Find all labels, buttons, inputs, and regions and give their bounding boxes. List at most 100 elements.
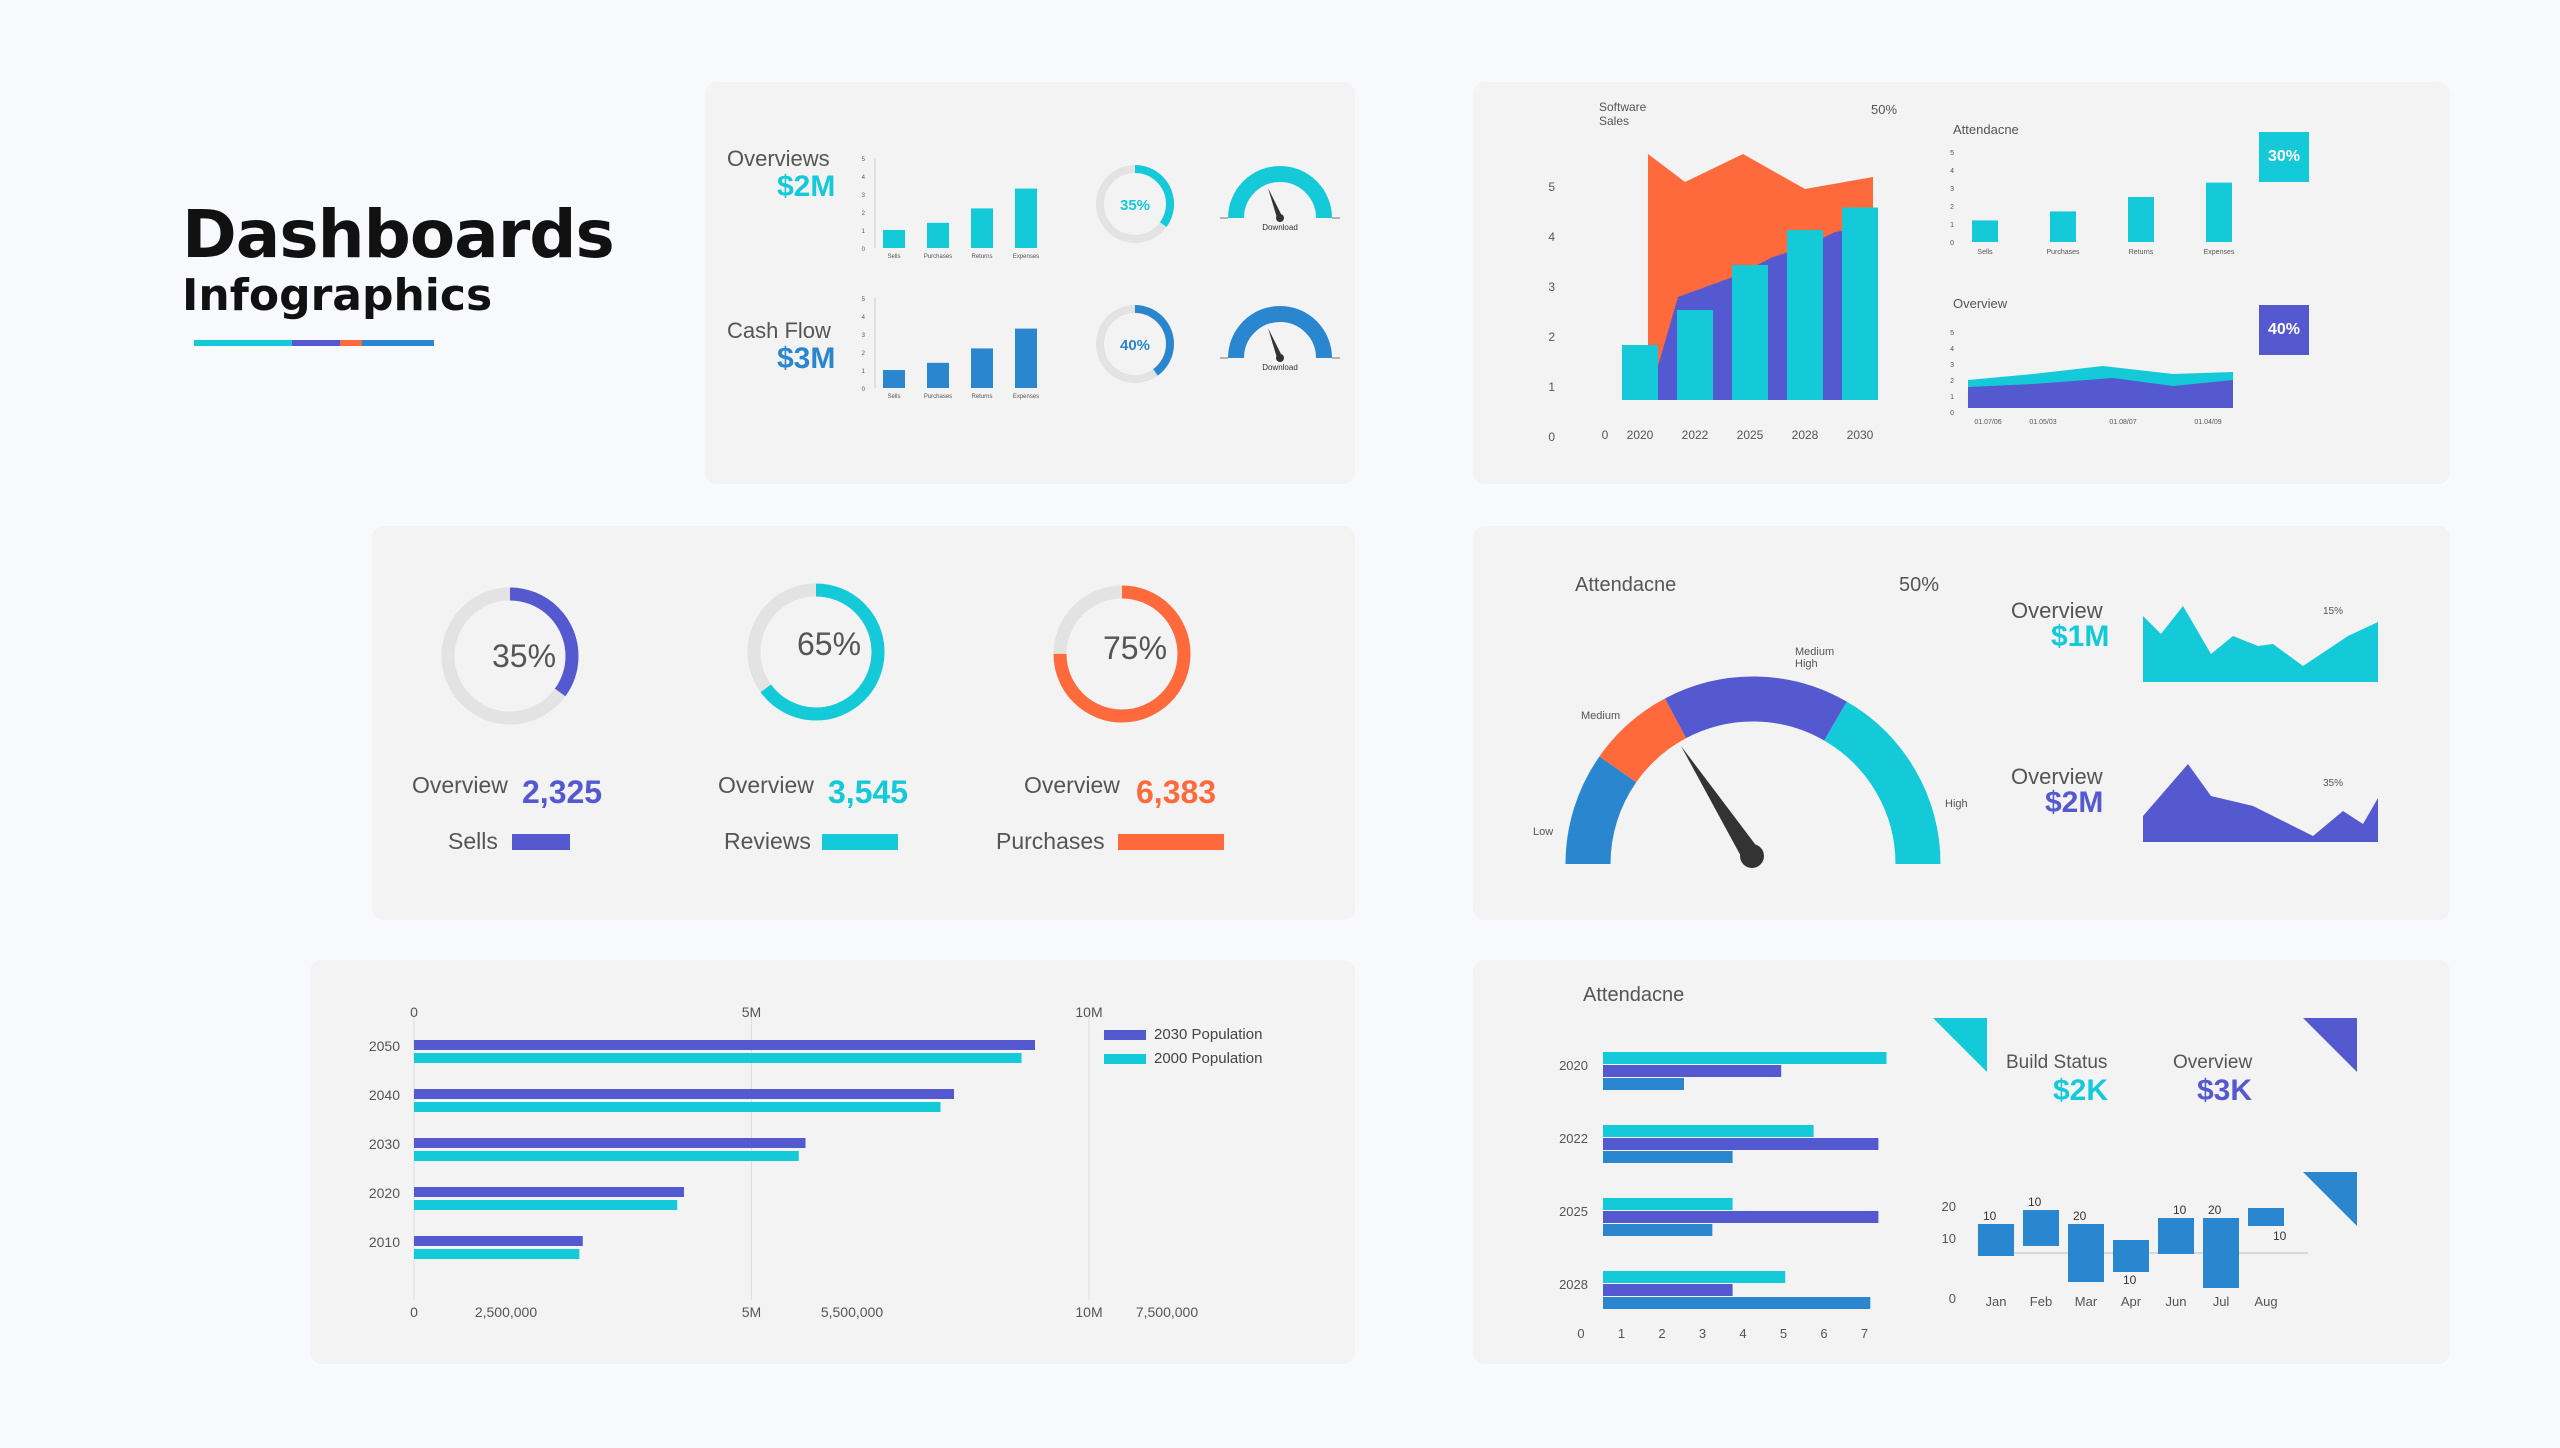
sales-ytick: 1 <box>1548 380 1555 394</box>
kpi-1-value: 2,325 <box>522 774 603 810</box>
pop-ytick: 2010 <box>369 1234 400 1250</box>
pop-bar-2030 <box>414 1089 954 1099</box>
cashflow-ytick: 1 <box>862 369 866 375</box>
overview-xtick: 01.08/07 <box>2109 419 2136 426</box>
attendance-ytick: 5 <box>1950 150 1954 157</box>
overviews-ytick: 4 <box>862 175 866 181</box>
pop-top-tick: 10M <box>1075 1004 1102 1020</box>
gauge-needle <box>1681 746 1761 860</box>
overview-value: $3K <box>2197 1074 2253 1107</box>
pop-bar-2000 <box>414 1053 1022 1063</box>
pop-ytick: 2030 <box>369 1136 400 1152</box>
gauge-seg-high <box>1823 701 1941 865</box>
kpi-1-label: Overview <box>412 772 508 798</box>
build-status-value: $2K <box>2053 1074 2109 1107</box>
wf-bar <box>2248 1208 2284 1226</box>
cashflow-bar <box>971 348 993 388</box>
gauge-seg-medium <box>1599 698 1687 783</box>
attendance-xtick: Purchases <box>2046 249 2080 256</box>
att-ytick: 2028 <box>1559 1277 1588 1292</box>
att-bar <box>1603 1151 1733 1163</box>
pop-bar-2030 <box>414 1040 1035 1050</box>
overviews-xtick: Returns <box>971 254 992 260</box>
legend-2030-label: 2030 Population <box>1154 1026 1263 1043</box>
overviews-bar <box>883 230 905 248</box>
overview-ytick: 4 <box>1950 346 1954 353</box>
overview1-label: Overview <box>2011 598 2103 623</box>
page-title: Dashboards <box>182 196 615 273</box>
wf-ytick: 20 <box>1942 1199 1956 1214</box>
att-xtick: 6 <box>1820 1326 1827 1341</box>
overviews-ytick: 0 <box>862 247 866 253</box>
cashflow-gauge-arc <box>1228 306 1332 359</box>
wf-xtick: Feb <box>2030 1294 2052 1309</box>
sales-bar <box>1732 265 1768 400</box>
overviews-label: Overviews <box>727 146 830 171</box>
att-bar <box>1603 1211 1879 1223</box>
overviews-ytick: 2 <box>862 211 866 217</box>
gauge-seg-low <box>1565 756 1637 865</box>
attendance-bar <box>2206 182 2232 242</box>
kpi-1-name: Sells <box>448 828 498 854</box>
pop-bottom-tick: 0 <box>410 1304 418 1320</box>
cashflow-bar <box>927 362 949 388</box>
attendance-ytick: 1 <box>1950 222 1954 229</box>
wf-xtick: Jan <box>1986 1294 2007 1309</box>
overview-xtick: 01.04/09 <box>2194 419 2221 426</box>
overview2-area <box>2143 764 2378 842</box>
overview1-value: $1M <box>2051 620 2110 653</box>
attendance-bar <box>2128 197 2154 242</box>
att-bar <box>1603 1198 1733 1210</box>
att-bar <box>1603 1078 1684 1090</box>
sales-xtick: 2028 <box>1792 428 1819 442</box>
pop-bar-2030 <box>414 1236 583 1246</box>
software-sales-label: Software Sales <box>1599 100 1647 128</box>
gauge-medium-high-label-2: High <box>1795 658 1818 670</box>
sales-ytick: 3 <box>1548 280 1555 294</box>
overviews-bar <box>1015 188 1037 248</box>
kpi-2-pct: 65% <box>796 626 862 662</box>
sales-bar <box>1677 310 1713 400</box>
attendance-bar <box>1972 220 1998 242</box>
overview2-pct: 35% <box>2323 778 2344 789</box>
att-xtick: 1 <box>1618 1326 1625 1341</box>
overview-label: Overview <box>1953 296 2008 311</box>
wf-bar <box>2068 1224 2104 1282</box>
pop-bottom-tick: 5M <box>742 1304 761 1320</box>
cashflow-ring-arc <box>1096 305 1174 383</box>
attendance-label: Attendacne <box>1583 984 1685 1006</box>
att-xtick: 5 <box>1780 1326 1787 1341</box>
sales-bar <box>1622 345 1658 400</box>
overview-ytick: 1 <box>1950 394 1954 401</box>
pop-ytick: 2050 <box>369 1038 400 1054</box>
att-xtick: 2 <box>1658 1326 1665 1341</box>
overviews-ring-arc <box>1096 165 1174 243</box>
overviews-xtick: Sells <box>887 254 900 260</box>
pop-bar-2000 <box>414 1200 678 1210</box>
sales-ytick: 0 <box>1548 430 1555 444</box>
wf-bar <box>1978 1224 2014 1256</box>
overviews-card: Overviews $2M Cash Flow $3M 0 1 2 3 4 5 Sells P… <box>705 82 1355 484</box>
pop-bar-2030 <box>414 1138 806 1148</box>
cashflow-ytick: 4 <box>862 315 866 321</box>
sales-bar <box>1787 230 1823 400</box>
build-status-triangle <box>1933 1018 1987 1072</box>
kpi-1-ring-arc <box>441 587 579 725</box>
gauge-seg-medium-high <box>1664 676 1847 741</box>
kpi-2-name: Reviews <box>724 828 811 854</box>
sales-zero: 0 <box>1602 428 1609 442</box>
kpi-2-label: Overview <box>718 772 814 798</box>
kpi-2-ring-arc <box>747 583 885 721</box>
attendance-xtick: Returns <box>2129 249 2154 256</box>
legend-2000: 2000 Population <box>1104 1050 1264 1068</box>
software-sales-charts: 0 1 2 3 4 5 2020 2022 2025 2028 2030 0 0 1 2 3 4 5 Sells Pu… <box>1548 150 2235 444</box>
overview-ytick: 0 <box>1950 410 1954 417</box>
pop-ytick: 2040 <box>369 1087 400 1103</box>
sales-ytick: 5 <box>1548 180 1555 194</box>
attendance-gauge-card: Attendacne 50% Low Medium Medium High Hi… <box>1473 526 2450 920</box>
pop-ytick: 2020 <box>369 1185 400 1201</box>
overviews-ytick: 3 <box>862 193 866 199</box>
wf-bar <box>2158 1218 2194 1254</box>
wf-bar <box>2203 1218 2239 1288</box>
